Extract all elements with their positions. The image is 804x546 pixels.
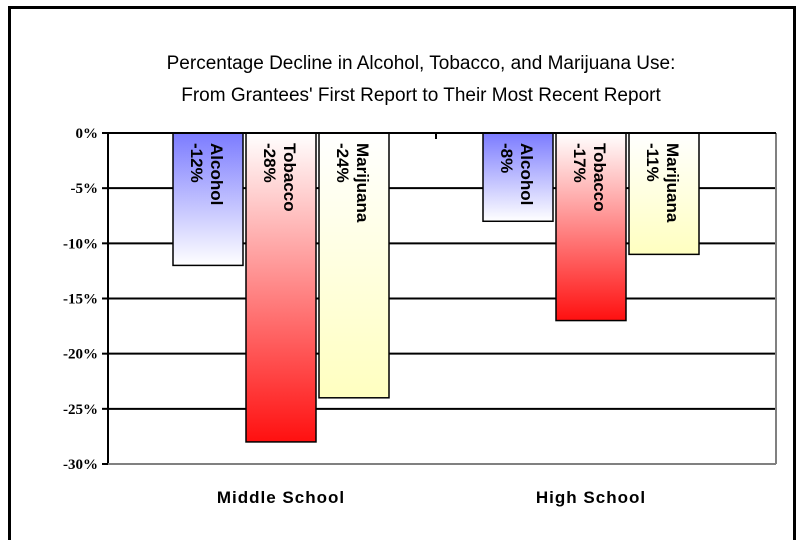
y-tick-label: -15% — [63, 292, 98, 308]
bar-value-label: -8% — [497, 143, 516, 173]
y-tick-label: -30% — [63, 457, 98, 473]
chart-frame: Percentage Decline in Alcohol, Tobacco, … — [8, 6, 796, 540]
y-tick-label: -25% — [63, 402, 98, 418]
axes — [102, 132, 777, 465]
y-tick-label: -5% — [71, 181, 99, 197]
y-tick-label: -20% — [63, 347, 98, 363]
bar-chart: Percentage Decline in Alcohol, Tobacco, … — [63, 53, 777, 507]
bar-series-label: Alcohol — [517, 143, 536, 205]
bar-label: Alcohol-12% — [187, 143, 226, 205]
bar-label: Tobacco-17% — [570, 143, 609, 212]
bar-series-label: Marijuana — [663, 143, 682, 223]
bar-value-label: -12% — [187, 143, 206, 183]
bar-series-label: Tobacco — [590, 143, 609, 212]
chart-title: Percentage Decline in Alcohol, Tobacco, … — [167, 53, 676, 74]
bar-label: Alcohol-8% — [497, 143, 536, 205]
bar-value-label: -17% — [570, 143, 589, 183]
y-tick-label: 0% — [76, 126, 99, 142]
labels: 0%-5%-10%-15%-20%-25%-30%Alcohol-12% Toba… — [63, 126, 682, 507]
category-label: Middle School — [217, 488, 345, 507]
chart-subtitle: From Grantees' First Report to Their Mos… — [181, 85, 661, 106]
bar-value-label: -28% — [260, 143, 279, 183]
bar-series-label: Alcohol — [207, 143, 226, 205]
bar-label: Marijuana-11% — [643, 143, 682, 223]
bar-series-label: Marijuana — [353, 143, 372, 223]
bar-alcohol-middle-school — [172, 132, 244, 267]
bar-label: Marijuana-24% — [333, 143, 372, 223]
bar-tobacco-middle-school — [245, 132, 317, 443]
bar-label: Tobacco-28% — [260, 143, 299, 212]
y-tick-label: -10% — [63, 236, 98, 252]
bar-value-label: -24% — [333, 143, 352, 183]
category-label: High School — [536, 488, 646, 507]
bar-value-label: -11% — [643, 143, 662, 182]
bar-series-label: Tobacco — [280, 143, 299, 212]
bars — [172, 132, 700, 443]
